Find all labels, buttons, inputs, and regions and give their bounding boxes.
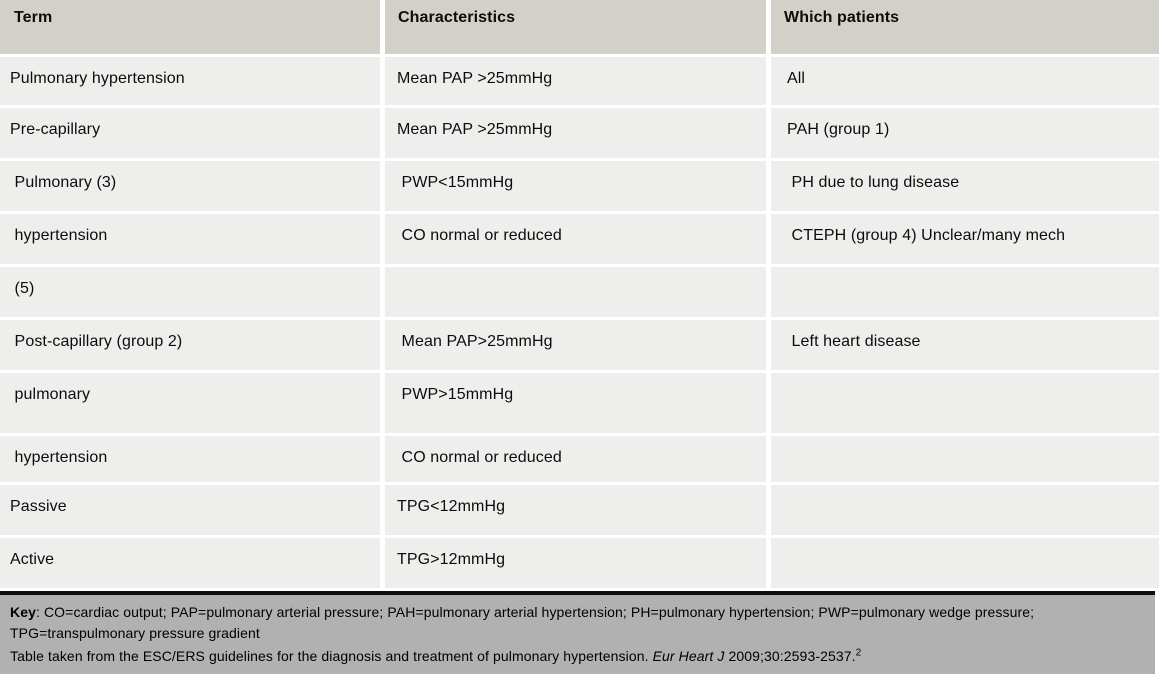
ph-classification-table: Term Characteristics Which patients Pulm… <box>0 0 1159 591</box>
cell-term: Pre-capillary <box>0 108 385 161</box>
source-reference-number: 2 <box>855 647 862 659</box>
cell-patients <box>771 538 1159 591</box>
cell-characteristics <box>385 267 771 320</box>
table-row: hypertension CO normal or reduced CTEPH … <box>0 214 1159 267</box>
cell-patients: All <box>771 57 1159 108</box>
cell-term: Post-capillary (group 2) <box>0 320 385 373</box>
source-journal: Eur Heart J <box>652 648 725 664</box>
cell-patients: PAH (group 1) <box>771 108 1159 161</box>
table-row: Pulmonary hypertension Mean PAP >25mmHg … <box>0 57 1159 108</box>
cell-characteristics: TPG<12mmHg <box>385 485 771 538</box>
key-text-rest: : CO=cardiac output; PAP=pulmonary arter… <box>35 604 1035 620</box>
table-row: Passive TPG<12mmHg <box>0 485 1159 538</box>
cell-characteristics: Mean PAP >25mmHg <box>385 108 771 161</box>
key-label: Key <box>10 604 36 620</box>
cell-characteristics: PWP>15mmHg <box>385 373 771 436</box>
key-text-line2: TPG=transpulmonary pressure gradient <box>10 625 260 641</box>
cell-patients: CTEPH (group 4) Unclear/many mech <box>771 214 1159 267</box>
cell-term: Active <box>0 538 385 591</box>
cell-patients: PH due to lung disease <box>771 161 1159 214</box>
cell-term: hypertension <box>0 214 385 267</box>
cell-patients <box>771 485 1159 538</box>
source-text: Table taken from the ESC/ERS guidelines … <box>10 648 653 664</box>
source-line: Table taken from the ESC/ERS guidelines … <box>10 646 1141 667</box>
table-row: hypertension CO normal or reduced <box>0 436 1159 485</box>
cell-characteristics: CO normal or reduced <box>385 214 771 267</box>
column-header-which-patients: Which patients <box>771 0 1159 57</box>
key-footer: Key: CO=cardiac output; PAP=pulmonary ar… <box>0 591 1155 674</box>
cell-term: (5) <box>0 267 385 320</box>
cell-patients <box>771 267 1159 320</box>
cell-term: hypertension <box>0 436 385 485</box>
column-header-characteristics: Characteristics <box>385 0 771 57</box>
table-header-row: Term Characteristics Which patients <box>0 0 1159 57</box>
column-header-term: Term <box>0 0 385 57</box>
source-citation: 2009;30:2593-2537. <box>724 648 856 664</box>
table-row: Active TPG>12mmHg <box>0 538 1159 591</box>
cell-patients: Left heart disease <box>771 320 1159 373</box>
cell-characteristics: Mean PAP >25mmHg <box>385 57 771 108</box>
cell-patients <box>771 436 1159 485</box>
key-text-line1: Key: CO=cardiac output; PAP=pulmonary ar… <box>10 602 1141 623</box>
table-row: pulmonary PWP>15mmHg <box>0 373 1159 436</box>
cell-characteristics: PWP<15mmHg <box>385 161 771 214</box>
table-row: Pulmonary (3) PWP<15mmHg PH due to lung … <box>0 161 1159 214</box>
cell-patients <box>771 373 1159 436</box>
cell-term: pulmonary <box>0 373 385 436</box>
cell-characteristics: CO normal or reduced <box>385 436 771 485</box>
table-row: Pre-capillary Mean PAP >25mmHg PAH (grou… <box>0 108 1159 161</box>
cell-characteristics: TPG>12mmHg <box>385 538 771 591</box>
cell-term: Pulmonary hypertension <box>0 57 385 108</box>
cell-term: Pulmonary (3) <box>0 161 385 214</box>
table-row: (5) <box>0 267 1159 320</box>
cell-term: Passive <box>0 485 385 538</box>
cell-characteristics: Mean PAP>25mmHg <box>385 320 771 373</box>
table-row: Post-capillary (group 2) Mean PAP>25mmHg… <box>0 320 1159 373</box>
